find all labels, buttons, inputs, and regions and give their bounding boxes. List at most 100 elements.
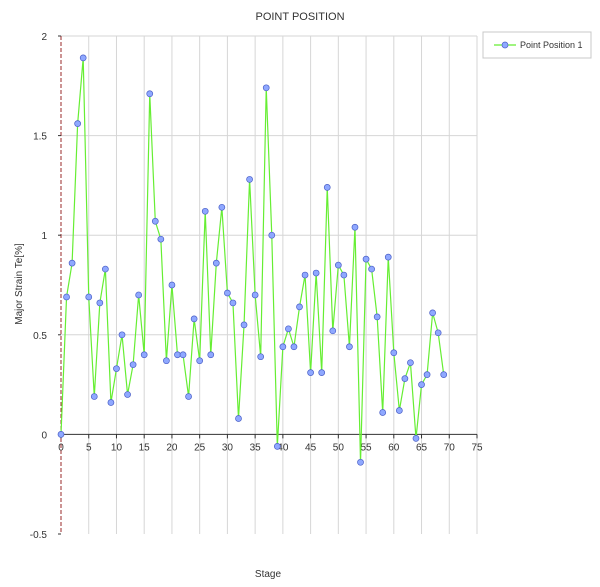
data-point <box>118 331 126 339</box>
data-point <box>390 349 398 357</box>
data-point <box>418 381 425 388</box>
data-point <box>273 443 281 450</box>
data-point <box>224 289 231 297</box>
data-point <box>129 361 137 369</box>
chart-title: POINT POSITION <box>255 11 344 23</box>
x-tick-label: 15 <box>139 442 151 453</box>
data-point <box>174 351 181 359</box>
data-point <box>212 259 220 267</box>
data-point <box>79 54 87 62</box>
data-point <box>85 293 93 301</box>
data-point <box>296 303 303 311</box>
data-point <box>401 375 409 382</box>
x-tick-label: 75 <box>471 442 483 453</box>
data-point <box>440 371 448 378</box>
x-tick-label: 50 <box>333 442 345 453</box>
data-point <box>107 399 115 406</box>
x-tick-label: 5 <box>86 442 92 453</box>
data-point <box>168 281 176 289</box>
data-point <box>384 253 392 261</box>
x-tick-label: 45 <box>305 442 317 453</box>
data-point <box>68 259 76 267</box>
data-point <box>251 291 259 299</box>
series-line <box>60 57 445 463</box>
data-point <box>312 269 320 277</box>
y-tick-label: 0 <box>41 430 47 441</box>
legend: Point Position 1 <box>482 31 592 59</box>
data-point <box>57 431 65 438</box>
series-layer <box>57 54 448 466</box>
data-point <box>63 293 70 301</box>
data-point <box>146 90 154 98</box>
x-tick-label: 55 <box>361 442 373 453</box>
data-point <box>285 325 292 333</box>
y-tick-label: -0.5 <box>30 530 48 541</box>
data-point <box>140 351 148 359</box>
data-point <box>329 327 337 335</box>
y-tick-label: 0.5 <box>33 331 47 342</box>
x-tick-label: 0 <box>58 442 64 453</box>
data-point <box>357 458 364 466</box>
tick-labels: 0 5 10 15 20 25 30 35 40 45 50 55 60 65 70 75 2 1.5 1 0.5 0 -… <box>30 32 483 541</box>
data-point <box>235 415 242 422</box>
data-point <box>201 207 209 215</box>
legend-marker <box>501 41 509 49</box>
x-tick-label: 40 <box>277 442 289 453</box>
x-tick-label: 30 <box>222 442 234 453</box>
data-point <box>368 265 375 273</box>
data-point <box>135 291 143 299</box>
data-point <box>179 351 187 359</box>
data-point <box>90 393 98 400</box>
x-tick-label: 60 <box>388 442 400 453</box>
data-point <box>157 235 165 243</box>
data-point <box>185 393 192 400</box>
x-tick-label: 10 <box>111 442 123 453</box>
data-point <box>113 365 120 373</box>
data-point <box>340 271 348 279</box>
data-point <box>307 369 314 376</box>
y-tick-label: 1.5 <box>33 132 47 143</box>
data-point <box>423 371 431 378</box>
data-point <box>262 84 270 92</box>
data-point <box>257 353 265 361</box>
data-point <box>323 184 331 191</box>
data-point <box>96 299 104 307</box>
data-point <box>102 265 109 273</box>
x-tick-label: 70 <box>444 442 456 453</box>
y-tick-label: 1 <box>41 231 47 242</box>
data-point <box>124 391 131 398</box>
data-point <box>373 313 381 321</box>
y-axis-title: Major Strain Te[%] <box>14 243 25 325</box>
data-point <box>207 351 215 359</box>
data-point <box>395 407 403 414</box>
data-point <box>318 369 326 376</box>
data-point <box>346 343 353 351</box>
x-tick-label: 20 <box>166 442 178 453</box>
data-point <box>279 343 287 351</box>
data-point <box>74 120 81 127</box>
data-point <box>301 271 309 279</box>
legend-label: Point Position 1 <box>520 40 583 50</box>
data-point <box>246 176 253 183</box>
data-point <box>351 223 359 231</box>
data-point <box>240 321 248 329</box>
data-point <box>268 231 276 239</box>
data-point <box>229 299 237 307</box>
x-tick-label: 25 <box>194 442 206 453</box>
data-point <box>429 309 436 317</box>
x-tick-label: 35 <box>250 442 262 453</box>
axes <box>58 35 478 535</box>
data-point <box>218 203 226 211</box>
data-point <box>407 359 414 367</box>
data-point <box>196 357 204 365</box>
data-point <box>290 343 298 351</box>
data-point <box>434 329 442 337</box>
x-axis-title: Stage <box>255 569 282 580</box>
data-point <box>163 357 170 365</box>
data-point <box>151 217 159 225</box>
data-point <box>412 435 420 442</box>
data-point <box>379 409 387 416</box>
data-point <box>334 261 342 269</box>
x-tick-label: 65 <box>416 442 428 453</box>
